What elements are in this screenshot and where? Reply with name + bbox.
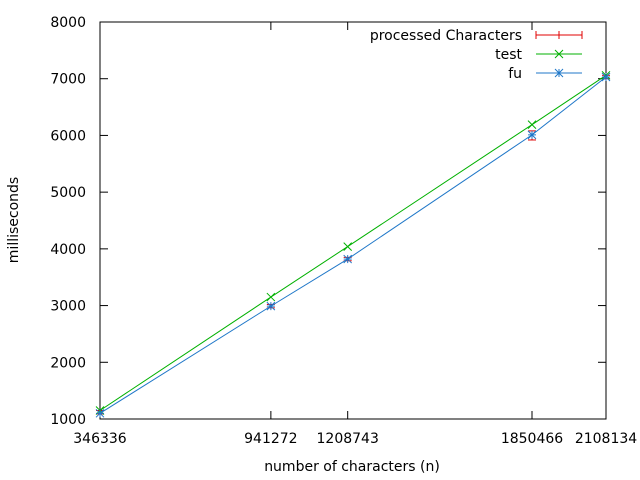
series-1 <box>95 70 611 415</box>
plot-frame <box>99 21 607 420</box>
y-tick-label: 3000 <box>50 299 86 315</box>
x-tick-label: 2108134 <box>575 431 637 447</box>
y-tick-label: 2000 <box>50 355 86 371</box>
y-tick-label: 1000 <box>50 412 86 428</box>
y-axis-label: milliseconds <box>6 177 22 263</box>
data-point <box>266 292 276 302</box>
x-axis-label: number of characters (n) <box>264 459 440 475</box>
y-tick-label: 4000 <box>50 242 86 258</box>
legend-marker <box>554 49 564 59</box>
series-line <box>99 74 607 411</box>
y-tick-label: 7000 <box>50 72 86 88</box>
series-line <box>99 76 607 414</box>
x-tick-label: 346336 <box>73 431 127 447</box>
y-tick-label: 8000 <box>50 15 86 31</box>
y-tick-label: 5000 <box>50 185 86 201</box>
x-tick-label: 1850466 <box>501 431 563 447</box>
data-point <box>527 120 537 130</box>
x-tick-label: 1208743 <box>317 431 379 447</box>
x-tick-label: 941272 <box>244 431 297 447</box>
legend-label: test <box>495 47 522 63</box>
data-point <box>343 242 353 251</box>
y-tick-label: 6000 <box>50 128 86 144</box>
series-2 <box>95 72 611 418</box>
legend-label: fu <box>508 66 522 82</box>
legend-label: processed Characters <box>370 28 522 44</box>
